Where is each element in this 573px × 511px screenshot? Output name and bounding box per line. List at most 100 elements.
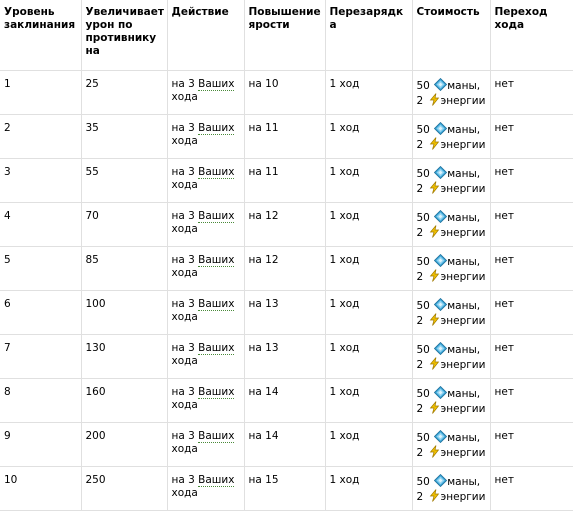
cell-cooldown: 1 ход [324, 246, 413, 291]
lightning-bolt-icon [428, 93, 441, 106]
lightning-bolt-icon [428, 489, 441, 502]
level-value: 1 [4, 78, 11, 90]
rage-value: на 12 [248, 210, 279, 222]
energy-amount: 2 [416, 403, 424, 415]
lightning-bolt-icon [428, 269, 441, 282]
cell-cost: 50 маны, 2 энергии [411, 114, 491, 159]
action-suffix: хода [171, 487, 198, 499]
action-prefix: на 3 [171, 474, 195, 486]
mana-label: маны, [447, 212, 481, 224]
cell-cooldown: 1 ход [324, 422, 413, 467]
header-cost: Стоимость [411, 0, 491, 71]
mana-crystal-icon [434, 254, 448, 267]
action-suffix: хода [171, 443, 198, 455]
damage-value: 100 [85, 298, 106, 310]
cell-turn-pass: нет [489, 202, 573, 247]
your-turns-link[interactable]: Ваших [198, 166, 235, 179]
cell-level: 3 [0, 158, 82, 203]
rage-value: на 10 [248, 78, 279, 90]
header-spell-level: Уровень заклинания [0, 0, 82, 71]
cell-damage: 85 [80, 246, 168, 291]
cell-cost: 50 маны, 2 энергии [411, 158, 491, 203]
your-turns-link[interactable]: Ваших [198, 210, 235, 223]
cooldown-value: 1 ход [329, 386, 360, 398]
your-turns-link[interactable]: Ваших [198, 342, 235, 355]
table-row: 1 25 на 3 Ваших хода на 10 1 ход 50 маны,… [0, 70, 573, 115]
mana-label: маны, [447, 388, 481, 400]
mana-amount: 50 [416, 168, 430, 180]
your-turns-link[interactable]: Ваших [198, 122, 235, 135]
cell-cost: 50 маны, 2 энергии [411, 290, 491, 335]
your-turns-link[interactable]: Ваших [198, 474, 235, 487]
mana-cost: 50 маны, [417, 386, 488, 401]
header-cooldown: Перезарядка [324, 0, 413, 71]
header-action: Действие [166, 0, 245, 71]
cell-rage: на 14 [243, 422, 326, 467]
cooldown-value: 1 ход [329, 298, 360, 310]
cell-action: на 3 Ваших хода [166, 334, 245, 379]
level-value: 6 [4, 298, 11, 310]
cell-turn-pass: нет [489, 422, 573, 467]
energy-amount: 2 [416, 183, 424, 195]
action-prefix: на 3 [171, 298, 195, 310]
your-turns-link[interactable]: Ваших [198, 298, 235, 311]
energy-cost: 2 энергии [417, 225, 488, 240]
cell-damage: 250 [80, 466, 168, 511]
mana-cost: 50 маны, [417, 342, 488, 357]
mana-label: маны, [447, 344, 481, 356]
mana-crystal-icon [434, 474, 448, 487]
cell-cost: 50 маны, 2 энергии [411, 422, 491, 467]
table-row: 3 55 на 3 Ваших хода на 11 1 ход 50 маны,… [0, 158, 573, 203]
cell-damage: 70 [80, 202, 168, 247]
mana-cost: 50 маны, [417, 254, 488, 269]
action-prefix: на 3 [171, 386, 195, 398]
table-row: 7 130 на 3 Ваших хода на 13 1 ход 50 маны… [0, 334, 573, 379]
cell-rage: на 12 [243, 202, 326, 247]
cell-cost: 50 маны, 2 энергии [411, 378, 491, 423]
lightning-bolt-icon [428, 225, 441, 238]
energy-amount: 2 [416, 491, 424, 503]
your-turns-link[interactable]: Ваших [198, 78, 235, 91]
your-turns-link[interactable]: Ваших [198, 386, 235, 399]
mana-cost: 50 маны, [417, 474, 488, 489]
energy-label: энергии [440, 315, 486, 327]
mana-crystal-icon [434, 78, 448, 91]
turn-pass-value: нет [494, 210, 514, 222]
cell-level: 4 [0, 202, 82, 247]
cell-cooldown: 1 ход [324, 114, 413, 159]
energy-cost: 2 энергии [417, 181, 488, 196]
mana-amount: 50 [416, 80, 430, 92]
energy-amount: 2 [416, 227, 424, 239]
cell-rage: на 13 [243, 334, 326, 379]
action-suffix: хода [171, 355, 198, 367]
mana-amount: 50 [416, 124, 430, 136]
cooldown-value: 1 ход [329, 78, 360, 90]
action-suffix: хода [171, 91, 198, 103]
rage-value: на 12 [248, 254, 279, 266]
lightning-bolt-icon [428, 313, 441, 326]
cell-turn-pass: нет [489, 246, 573, 291]
energy-label: энергии [440, 447, 486, 459]
energy-label: энергии [440, 491, 486, 503]
your-turns-link[interactable]: Ваших [198, 254, 235, 267]
your-turns-link[interactable]: Ваших [198, 430, 235, 443]
table-row: 8 160 на 3 Ваших хода на 14 1 ход 50 маны… [0, 378, 573, 423]
cooldown-value: 1 ход [329, 474, 360, 486]
cell-level: 9 [0, 422, 82, 467]
cell-action: на 3 Ваших хода [166, 378, 245, 423]
table-header-row: Уровень заклинания Увеличивает урон по п… [0, 0, 573, 71]
table-row: 10 250 на 3 Ваших хода на 15 1 ход 50 ман… [0, 466, 573, 511]
mana-label: маны, [447, 300, 481, 312]
action-suffix: хода [171, 311, 198, 323]
mana-amount: 50 [416, 344, 430, 356]
lightning-bolt-icon [428, 137, 441, 150]
cell-rage: на 12 [243, 246, 326, 291]
cooldown-value: 1 ход [329, 430, 360, 442]
mana-crystal-icon [434, 298, 448, 311]
cell-turn-pass: нет [489, 114, 573, 159]
cell-turn-pass: нет [489, 158, 573, 203]
damage-value: 70 [85, 210, 99, 222]
energy-cost: 2 энергии [417, 357, 488, 372]
rage-value: на 14 [248, 430, 279, 442]
cell-action: на 3 Ваших хода [166, 290, 245, 335]
